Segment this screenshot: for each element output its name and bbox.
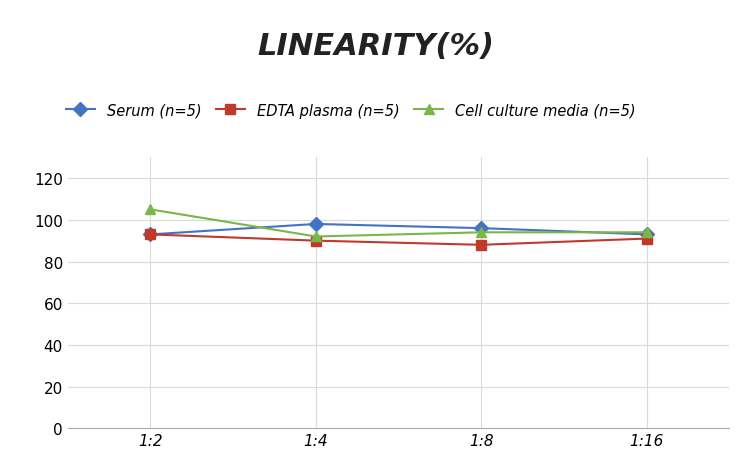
Serum (n=5) <box>146 232 155 238</box>
EDTA plasma (n=5) <box>477 243 486 248</box>
Cell culture media (n=5) <box>146 207 155 212</box>
Line: Serum (n=5): Serum (n=5) <box>146 220 651 240</box>
Serum (n=5) <box>477 226 486 231</box>
Serum (n=5) <box>311 222 320 227</box>
Cell culture media (n=5) <box>311 234 320 239</box>
Serum (n=5) <box>642 232 651 238</box>
EDTA plasma (n=5) <box>642 236 651 242</box>
Line: Cell culture media (n=5): Cell culture media (n=5) <box>146 205 651 242</box>
Legend: Serum (n=5), EDTA plasma (n=5), Cell culture media (n=5): Serum (n=5), EDTA plasma (n=5), Cell cul… <box>60 97 641 124</box>
Line: EDTA plasma (n=5): EDTA plasma (n=5) <box>146 230 651 250</box>
EDTA plasma (n=5) <box>146 232 155 238</box>
Cell culture media (n=5) <box>642 230 651 235</box>
EDTA plasma (n=5) <box>311 239 320 244</box>
Text: LINEARITY(%): LINEARITY(%) <box>257 32 495 60</box>
Cell culture media (n=5) <box>477 230 486 235</box>
